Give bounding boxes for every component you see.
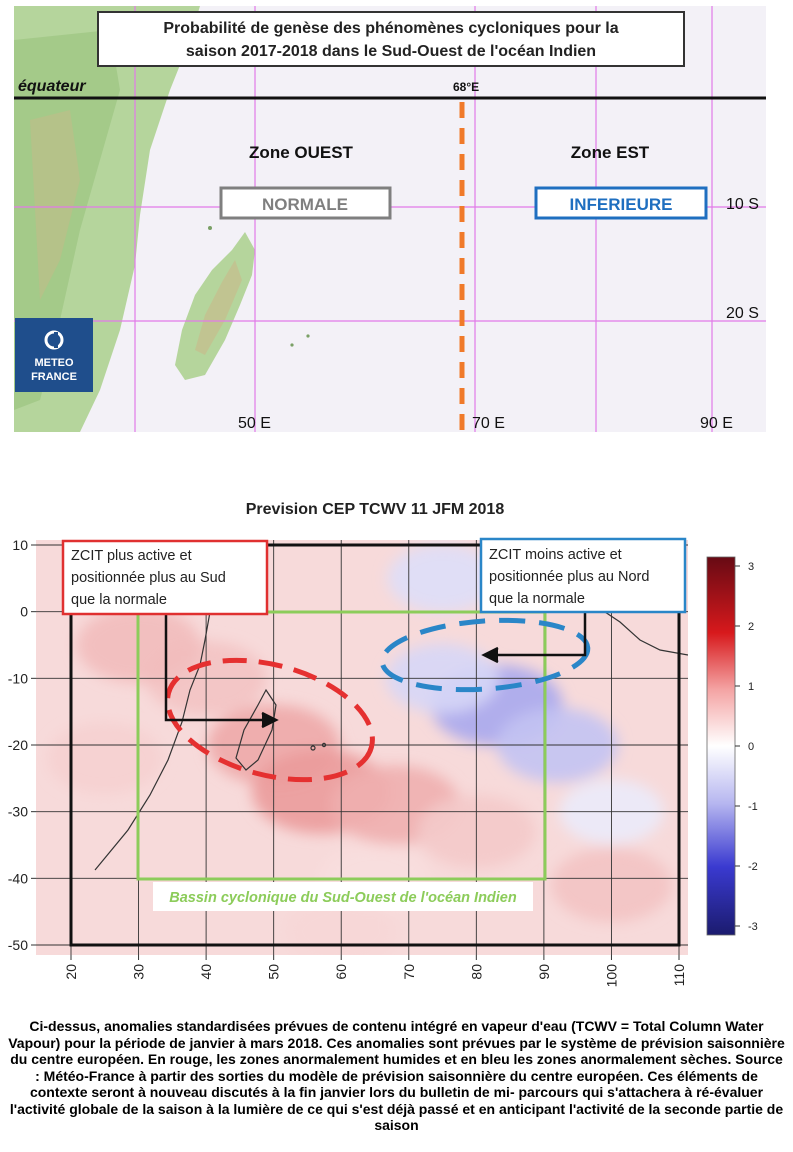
x-tick-label: 50 [266,964,282,980]
annotation-south-box [61,539,269,616]
basin-label-box [153,882,533,911]
annotation-south-line3: que la normale [71,592,167,608]
y-axis: 10 0 -10 -20 -30 -40 -50 [8,537,36,953]
annotation-north-line2: positionnée plus au Nord [489,569,649,585]
colorbar-tick-label: -3 [748,921,758,933]
lon-label-90e: 90 E [700,415,733,432]
lon-label-70e: 70 E [472,415,505,432]
domain-outline [69,543,681,947]
annotation-south-line1: ZCIT plus active et [71,548,192,564]
reunion-island [290,343,294,347]
map-title-box [97,11,685,67]
africa-relief [30,110,80,300]
africa-highland [14,30,120,410]
x-tick-label: 80 [468,964,484,980]
colorbar-tick-label: 2 [748,621,754,633]
zone-east-title: Zone EST [571,143,650,162]
y-tick-label: -10 [8,670,28,686]
y-tick-label: -40 [8,870,28,886]
basin-label: Bassin cyclonique du Sud-Ouest de l'océa… [169,890,517,906]
anomaly-region [387,544,498,613]
annotation-north-line3: que la normale [489,591,585,607]
meridian-label: 68°E [453,80,479,94]
x-axis: 20 30 40 50 60 70 80 90 100 110 [63,955,687,987]
colorbar [706,556,736,936]
itcz-north-ellipse [379,617,591,693]
map-title-line1: Probabilité de genèse des phénomènes cyc… [163,20,618,37]
y-tick-label: -20 [8,737,28,753]
comoros-island [208,226,212,230]
chart-title: Prevision CEP TCWV 11 JFM 2018 [246,501,505,518]
zone-west-status-box [219,186,392,220]
x-tick-label: 40 [198,964,214,980]
annotation-south-line2: positionnée plus au Sud [71,570,226,586]
figure-caption: Ci-dessus, anomalies standardisées prévu… [8,1018,785,1133]
map-title-line2: saison 2017-2018 dans le Sud-Ouest de l'… [186,43,596,60]
zone-west-status: NORMALE [262,195,348,214]
y-tick-label: 0 [20,604,28,620]
colorbar-tick-label: 3 [748,561,754,573]
mauritius-island [306,334,310,338]
colorbar-tick-label: 1 [748,681,754,693]
zone-east-status: INFERIEURE [570,195,673,214]
x-tick-label: 100 [603,964,619,988]
logo-text-line2: FRANCE [31,371,77,383]
tcwv-anomaly-chart: Prevision CEP TCWV 11 JFM 2018 [8,501,758,987]
colorbar-tick-label: -1 [748,801,758,813]
equator-label: équateur [18,78,86,95]
x-tick-label: 70 [401,964,417,980]
y-tick-label: -50 [8,937,28,953]
x-tick-label: 20 [63,964,79,980]
colorbar-tick-label: 0 [748,741,754,753]
lat-label-20s: 20 S [726,305,759,322]
anomaly-region [46,722,163,794]
annotation-north-line1: ZCIT moins active et [489,547,622,563]
itcz-south-ellipse [165,657,375,783]
x-tick-label: 30 [131,964,147,980]
meteo-france-logo: METEO FRANCE [15,318,93,392]
y-tick-label: -30 [8,804,28,820]
annotation-north-box [479,537,687,614]
cyclone-genesis-map: équateur 68°E Probabilité de genèse des … [14,6,766,432]
logo-text-line1: METEO [34,357,74,369]
x-tick-label: 110 [671,964,687,987]
zone-west-title: Zone OUEST [249,143,354,162]
colorbar-tick-label: -2 [748,861,758,873]
y-tick-label: 10 [12,537,28,553]
colorbar-ticks: 3 2 1 0 -1 -2 -3 [735,561,758,933]
x-tick-label: 60 [333,964,349,980]
lon-label-50e: 50 E [238,415,271,432]
madagascar-highland [195,260,242,355]
zone-east-status-box [534,186,708,220]
arrow-south-shift [164,612,279,729]
arrow-north-shift [481,612,587,664]
cyclone-basin-box [136,610,547,881]
x-tick-label: 90 [536,964,552,980]
lat-label-10s: 10 S [726,196,759,213]
